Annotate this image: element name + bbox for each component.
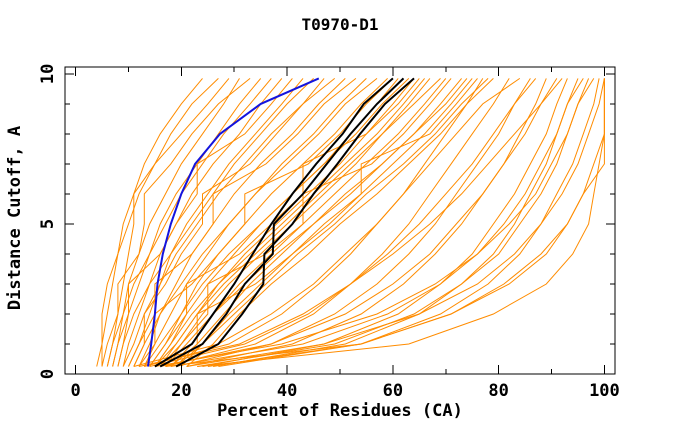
y-tick-label: 5 bbox=[38, 219, 58, 229]
axes-layer bbox=[64, 66, 616, 375]
model-curve-orange bbox=[186, 78, 605, 367]
model-curve-orange bbox=[165, 78, 510, 367]
model-curve-orange bbox=[186, 78, 484, 367]
y-tick-label: 10 bbox=[38, 64, 58, 84]
highlight-curve-black bbox=[154, 77, 394, 368]
x-tick-label: 100 bbox=[589, 381, 620, 401]
model-curve-orange bbox=[112, 78, 240, 367]
x-tick-label: 40 bbox=[277, 381, 297, 401]
model-curve-orange bbox=[117, 78, 314, 367]
model-curve-orange bbox=[160, 78, 558, 367]
model-curve-orange bbox=[149, 78, 537, 367]
model-curve-orange bbox=[154, 78, 425, 367]
tick-labels-layer: 0 20 40 60 80 100 0 5 10 bbox=[38, 64, 620, 401]
model-curve-orange bbox=[117, 78, 262, 367]
model-curve-orange bbox=[175, 78, 489, 367]
x-tick-label: 0 bbox=[70, 381, 80, 401]
model-curve-orange bbox=[159, 78, 452, 367]
model-curve-orange bbox=[202, 78, 568, 367]
model-curve-orange bbox=[197, 78, 605, 367]
model-curve-orange bbox=[180, 78, 473, 367]
model-curve-orange bbox=[112, 78, 293, 367]
highlight-curve-blue bbox=[147, 77, 320, 367]
chart-title: T0970-D1 bbox=[301, 15, 378, 34]
y-axis-label: Distance Cutoff, A bbox=[5, 126, 25, 310]
model-curve-orange bbox=[101, 78, 251, 367]
model-curve-orange bbox=[133, 77, 521, 367]
model-curve-orange bbox=[101, 78, 219, 367]
model-curve-orange bbox=[138, 78, 563, 367]
model-curve-orange bbox=[154, 78, 441, 367]
highlight-curve-black bbox=[159, 77, 405, 368]
model-curve-orange bbox=[96, 78, 203, 367]
model-curve-orange bbox=[143, 78, 410, 367]
model-curve-orange bbox=[128, 78, 357, 367]
x-tick-label: 60 bbox=[383, 381, 403, 401]
model-curve-orange bbox=[122, 78, 336, 367]
model-curve-orange bbox=[106, 78, 230, 367]
model-curve-orange bbox=[207, 78, 605, 367]
model-curve-orange bbox=[170, 78, 478, 367]
model-curve-orange bbox=[186, 78, 547, 367]
model-curve-orange bbox=[128, 78, 304, 367]
x-tick-label: 20 bbox=[171, 381, 191, 401]
model-curve-orange bbox=[133, 78, 325, 367]
highlight-curve-black bbox=[175, 77, 415, 368]
x-tick-label: 80 bbox=[488, 381, 508, 401]
curves-layer bbox=[96, 77, 605, 368]
model-curve-orange bbox=[175, 78, 531, 367]
model-curve-orange bbox=[170, 78, 584, 367]
x-axis-label: Percent of Residues (CA) bbox=[217, 401, 463, 421]
model-curve-orange bbox=[165, 78, 468, 367]
y-tick-label: 0 bbox=[38, 369, 58, 379]
model-curve-orange bbox=[154, 78, 595, 367]
